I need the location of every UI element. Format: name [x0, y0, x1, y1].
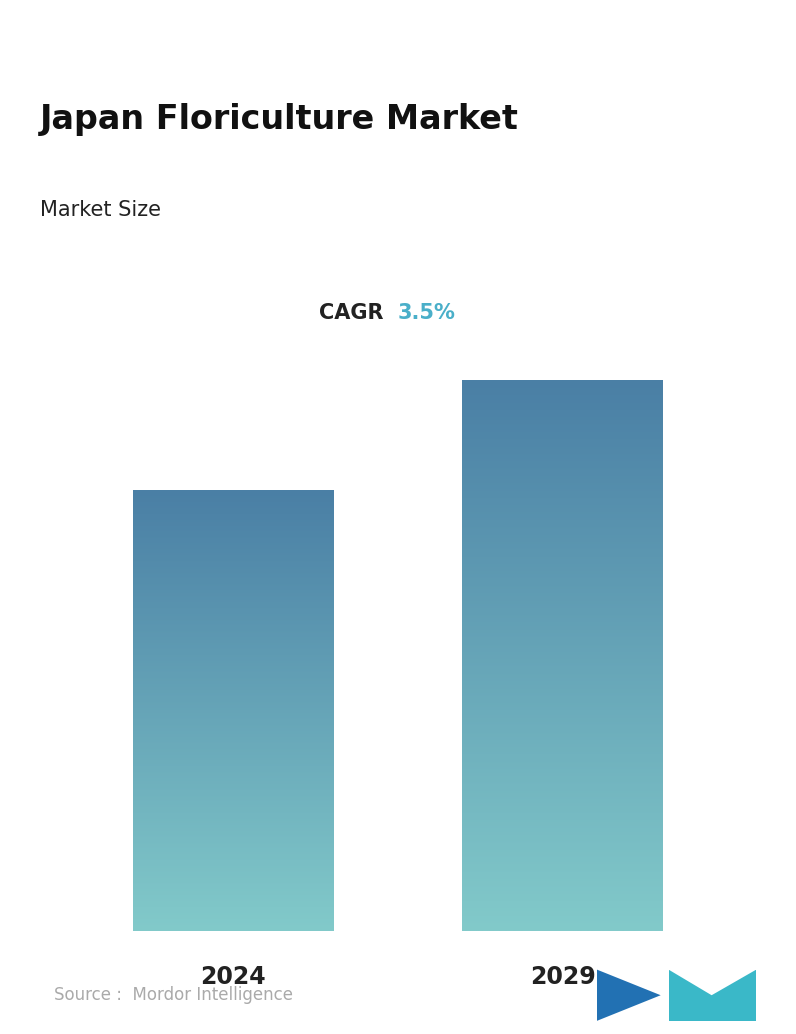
Polygon shape	[597, 970, 661, 1021]
Text: Source :  Mordor Intelligence: Source : Mordor Intelligence	[54, 986, 293, 1004]
Polygon shape	[669, 970, 756, 1021]
Polygon shape	[669, 970, 756, 995]
Text: 2024: 2024	[201, 966, 266, 990]
Text: CAGR: CAGR	[319, 303, 384, 323]
Text: 3.5%: 3.5%	[398, 303, 456, 323]
Text: Market Size: Market Size	[40, 200, 161, 220]
Text: Japan Floriculture Market: Japan Floriculture Market	[40, 103, 519, 136]
Text: 2029: 2029	[530, 966, 595, 990]
